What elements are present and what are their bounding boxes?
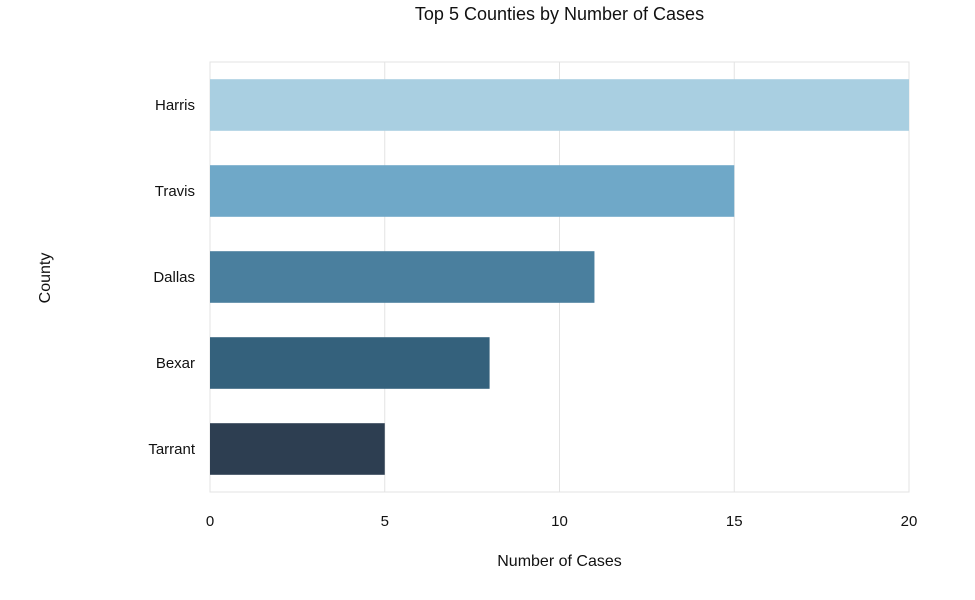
y-tick-labels: Harris Travis Dallas Bexar Tarrant: [148, 97, 196, 458]
y-tick-label: Bexar: [156, 355, 195, 372]
x-tick-labels: 0 5 10 15 20: [206, 513, 918, 530]
x-axis-label: Number of Cases: [497, 553, 622, 570]
y-tick-label: Travis: [155, 183, 195, 200]
bar-travis: [210, 165, 735, 217]
bar-harris: [210, 79, 909, 131]
x-tick-label: 15: [726, 513, 743, 530]
bar-bexar: [210, 337, 490, 389]
y-axis-label: County: [37, 252, 54, 304]
y-tick-label: Tarrant: [148, 441, 196, 458]
y-tick-label: Dallas: [153, 269, 195, 286]
x-tick-label: 5: [381, 513, 389, 530]
bar-tarrant: [210, 423, 385, 475]
bars: [210, 79, 909, 475]
chart-title: Top 5 Counties by Number of Cases: [414, 4, 705, 24]
x-tick-label: 10: [551, 513, 568, 530]
y-tick-label: Harris: [155, 97, 195, 114]
x-tick-label: 20: [901, 513, 918, 530]
x-tick-label: 0: [206, 513, 214, 530]
bar-dallas: [210, 251, 595, 303]
